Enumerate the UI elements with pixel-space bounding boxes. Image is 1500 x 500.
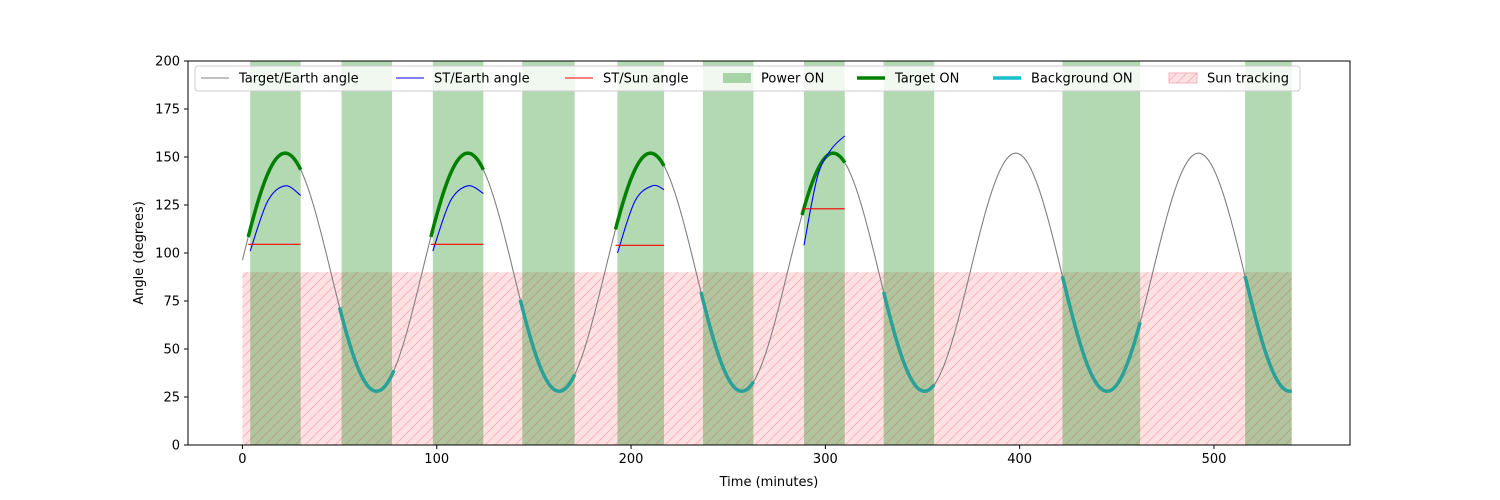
power-on-band-8 [1062, 61, 1141, 445]
x-tick-label-0: 0 [238, 452, 246, 467]
x-tick-label-100: 100 [424, 452, 449, 467]
power-on-band-5 [702, 61, 754, 445]
st-earth-angle-segment-2 [616, 184, 665, 254]
target-on-segment-3 [800, 151, 847, 216]
background-on-segment-3 [881, 291, 936, 393]
x-tick-label-300: 300 [813, 452, 838, 467]
power-on-band-9 [1245, 61, 1292, 445]
power-on-band-6 [803, 61, 845, 445]
legend-entry-3-label: Power ON [761, 72, 824, 87]
y-tick-label-50: 50 [163, 343, 180, 358]
y-tick-label-175: 175 [155, 103, 180, 118]
y-tick-label-150: 150 [155, 151, 180, 166]
power-on-band-2 [432, 61, 484, 445]
legend-box [194, 65, 1301, 92]
legend-entry-6-label: Sun tracking [1207, 72, 1289, 87]
legend: Target/Earth angle ST/Earth angle ST/Sun a… [194, 65, 1301, 92]
axes: 0 100 200 300 400 500 0 25 50 75 100 125 150 175 200 [155, 55, 1226, 468]
target-on-segment-2 [613, 151, 666, 230]
st-earth-angle-segment-3 [803, 135, 846, 246]
y-tick-label-200: 200 [155, 55, 180, 70]
y-tick-label-75: 75 [163, 295, 180, 310]
power-on-band-7 [883, 61, 935, 445]
y-tick-label-25: 25 [163, 391, 180, 406]
legend-entry-3-swatch [723, 73, 751, 83]
background-on-segment-2 [699, 291, 755, 393]
st-earth-angle-segment-0 [249, 185, 302, 252]
x-tick-label-500: 500 [1202, 452, 1227, 467]
sun-tracking-hatch-0 [242, 272, 1292, 445]
legend-entry-5-label: Background ON [1031, 72, 1133, 87]
x-tick-label-400: 400 [1007, 452, 1032, 467]
y-tick-label-125: 125 [155, 199, 180, 214]
background-on-segment-0 [337, 307, 396, 393]
st-earth-angle-segment-1 [432, 185, 484, 252]
legend-entry-2-label: ST/Sun angle [603, 72, 689, 87]
legend-entry-4-label: Target ON [894, 72, 959, 87]
x-tick-label-200: 200 [619, 452, 644, 467]
power-on-band-1 [341, 61, 393, 445]
legend-entry-1-label: ST/Earth angle [434, 72, 530, 87]
background-on-segment-5 [1243, 275, 1293, 393]
y-tick-label-0: 0 [172, 439, 180, 454]
legend-entry-6-hatch [1169, 73, 1197, 83]
power-on-band-0 [250, 61, 301, 445]
target-on-segment-0 [246, 151, 303, 238]
background-on-segment-4 [1060, 275, 1142, 393]
power-on-band-4 [617, 61, 665, 445]
legend-entry-0-label: Target/Earth angle [238, 72, 359, 87]
background-on-segment-1 [518, 299, 577, 393]
target-on-segment-1 [429, 151, 485, 238]
y-axis-label: Angle (degrees) [132, 201, 147, 305]
x-axis-label: Time (minutes) [719, 475, 819, 490]
y-tick-label-100: 100 [155, 247, 180, 262]
plot-area [241, 61, 1293, 445]
